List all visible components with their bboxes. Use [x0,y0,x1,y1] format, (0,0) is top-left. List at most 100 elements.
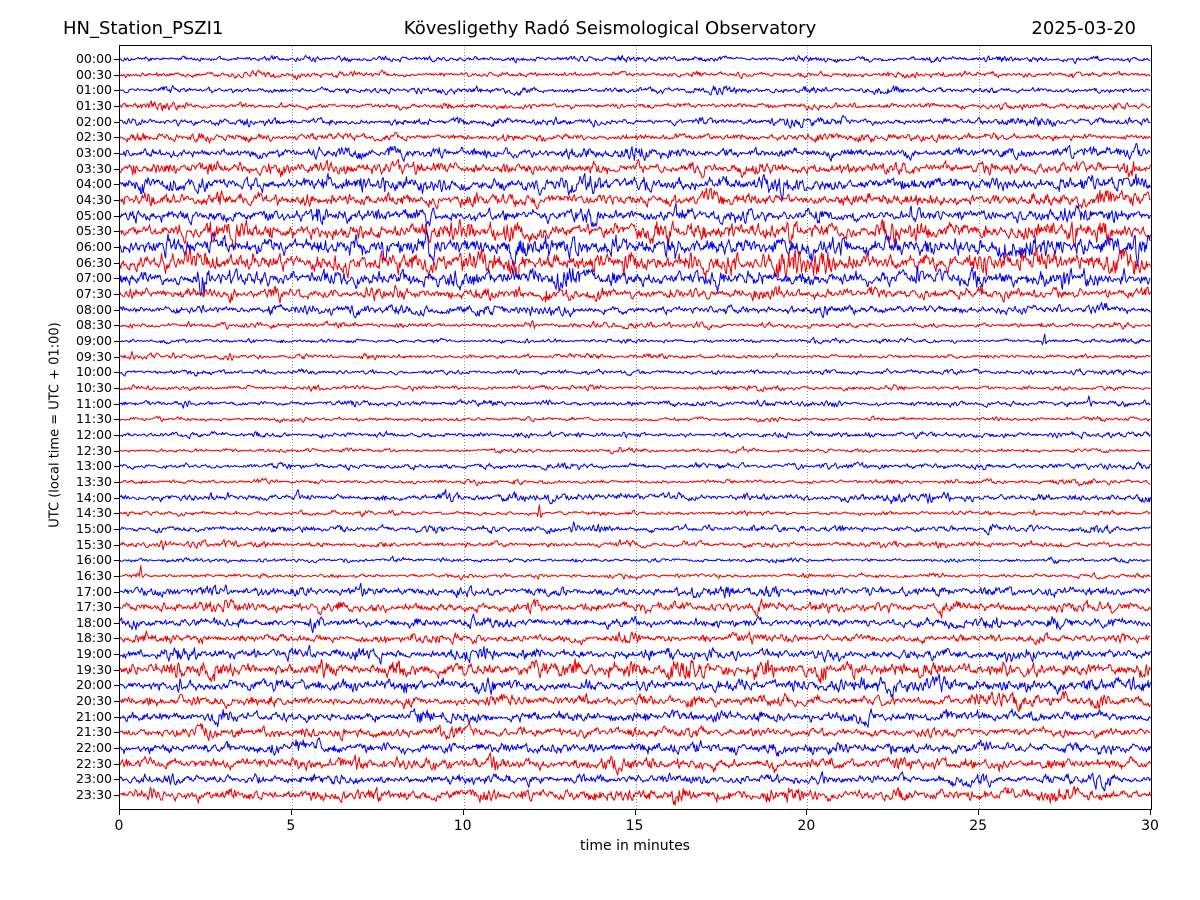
helicorder-canvas [120,46,1151,809]
y-tick-label: 15:30 [75,536,112,552]
y-tick-label: 05:30 [75,223,112,239]
y-tick-mark [114,168,119,170]
y-tick-mark [114,481,119,483]
x-axis-label: time in minutes [580,838,690,854]
y-tick-label: 19:30 [75,661,112,677]
y-tick-label: 03:30 [75,160,112,176]
y-tick-label: 21:30 [75,724,112,740]
y-tick-label: 11:00 [75,395,112,411]
y-tick-mark [114,434,119,436]
y-tick-label: 01:30 [75,97,112,113]
y-tick-mark [114,356,119,358]
y-tick-label: 02:30 [75,129,112,145]
y-tick-label: 07:30 [75,285,112,301]
y-tick-label: 12:30 [75,442,112,458]
y-tick-label: 05:00 [75,207,112,223]
y-tick-label: 09:30 [75,348,112,364]
y-tick-mark [114,779,119,781]
y-tick-mark [114,278,119,280]
x-tick-label: 0 [114,818,124,834]
y-tick-label: 08:30 [75,317,112,333]
y-tick-label: 16:30 [75,567,112,583]
y-tick-mark [114,748,119,750]
x-tick-mark [978,810,980,815]
y-tick-label: 18:00 [75,614,112,630]
x-tick-label: 25 [969,818,988,834]
y-tick-mark [114,763,119,765]
x-tick-label: 5 [286,818,296,834]
y-tick-label: 14:00 [75,489,112,505]
y-tick-mark [114,591,119,593]
y-tick-label: 10:30 [75,379,112,395]
y-tick-mark [114,184,119,186]
x-tick-label: 30 [1141,818,1159,834]
y-tick-mark [114,387,119,389]
y-tick-mark [114,325,119,327]
y-tick-mark [114,74,119,76]
y-tick-label: 04:00 [75,176,112,192]
x-tick-mark [462,810,464,815]
x-tick-mark [290,810,292,815]
y-tick-label: 10:00 [75,364,112,380]
y-tick-label: 02:00 [75,113,112,129]
y-tick-mark [114,137,119,139]
y-tick-mark [114,90,119,92]
y-tick-label: 14:30 [75,505,112,521]
y-tick-mark [114,607,119,609]
y-tick-label: 08:00 [75,301,112,317]
x-tick-mark [119,810,120,815]
y-tick-mark [114,575,119,577]
y-tick-label: 09:00 [75,332,112,348]
y-tick-label: 13:00 [75,458,112,474]
x-tick-label: 15 [625,818,644,834]
x-tick-mark [1150,810,1151,815]
y-tick-mark [114,544,119,546]
y-tick-mark [114,419,119,421]
y-tick-label: 18:30 [75,630,112,646]
y-tick-label: 22:00 [75,740,112,756]
y-tick-mark [114,450,119,452]
y-tick-mark [114,152,119,154]
y-tick-mark [114,497,119,499]
y-tick-mark [114,293,119,295]
observatory-title: Kövesligethy Radó Seismological Observat… [403,18,817,39]
y-tick-label: 20:00 [75,677,112,693]
y-tick-label: 19:00 [75,646,112,662]
y-tick-label: 21:00 [75,708,112,724]
y-tick-label: 06:00 [75,238,112,254]
y-tick-mark [114,466,119,468]
y-tick-mark [114,372,119,374]
y-tick-mark [114,262,119,264]
y-tick-label: 22:30 [75,755,112,771]
y-tick-mark [114,560,119,562]
y-tick-label: 16:00 [75,552,112,568]
y-tick-mark [114,59,119,60]
y-tick-label: 03:00 [75,144,112,160]
y-tick-mark [114,622,119,624]
y-tick-mark [114,105,119,107]
y-tick-mark [114,701,119,703]
y-tick-mark [114,795,119,797]
y-tick-label: 17:00 [75,583,112,599]
y-tick-label: 23:30 [75,787,112,803]
y-tick-mark [114,231,119,233]
y-tick-mark [114,309,119,311]
y-tick-label: 00:00 [75,51,112,66]
y-tick-label: 11:30 [75,411,112,427]
y-tick-mark [114,528,119,530]
y-tick-mark [114,654,119,656]
y-tick-mark [114,732,119,734]
y-tick-label: 20:30 [75,693,112,709]
y-tick-mark [114,403,119,405]
y-tick-label: 23:00 [75,771,112,787]
y-tick-label: 00:30 [75,66,112,82]
y-tick-mark [114,199,119,201]
y-tick-mark [114,246,119,248]
plot-area [119,45,1152,810]
y-axis-label: UTC (local time = UTC + 01:00) [47,322,63,528]
y-tick-mark [114,513,119,515]
y-tick-label: 01:00 [75,82,112,98]
x-tick-label: 20 [797,818,816,834]
y-tick-label: 17:30 [75,599,112,615]
